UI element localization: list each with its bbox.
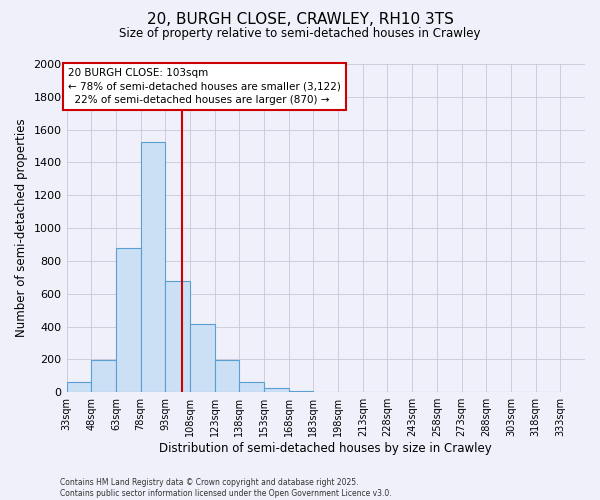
- Bar: [264, 388, 289, 392]
- Bar: [116, 248, 140, 392]
- Text: Contains HM Land Registry data © Crown copyright and database right 2025.
Contai: Contains HM Land Registry data © Crown c…: [60, 478, 392, 498]
- Bar: [239, 382, 264, 392]
- Bar: [289, 390, 313, 392]
- Text: 20, BURGH CLOSE, CRAWLEY, RH10 3TS: 20, BURGH CLOSE, CRAWLEY, RH10 3TS: [146, 12, 454, 28]
- Bar: [91, 360, 116, 392]
- Bar: [140, 142, 165, 392]
- Text: Size of property relative to semi-detached houses in Crawley: Size of property relative to semi-detach…: [119, 28, 481, 40]
- Bar: [165, 280, 190, 392]
- Bar: [190, 324, 215, 392]
- Bar: [215, 360, 239, 392]
- X-axis label: Distribution of semi-detached houses by size in Crawley: Distribution of semi-detached houses by …: [160, 442, 492, 455]
- Text: 20 BURGH CLOSE: 103sqm
← 78% of semi-detached houses are smaller (3,122)
  22% o: 20 BURGH CLOSE: 103sqm ← 78% of semi-det…: [68, 68, 341, 104]
- Y-axis label: Number of semi-detached properties: Number of semi-detached properties: [15, 119, 28, 338]
- Bar: [67, 382, 91, 392]
